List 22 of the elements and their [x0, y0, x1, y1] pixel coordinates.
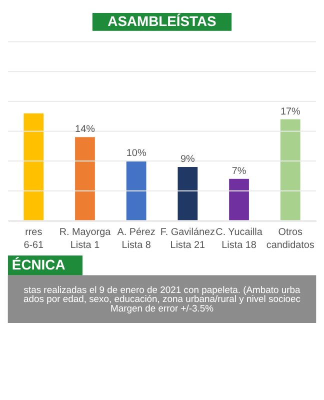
x-tick-label: R. Mayorga Lista 1: [59, 227, 112, 251]
chart-title: ASAMBLEÍSTAS: [108, 12, 216, 29]
data-label: 7%: [232, 166, 246, 177]
x-tick-label: C. Yucailla Lista 18: [216, 227, 263, 251]
x-tick-label: Otros candidatos: [266, 227, 314, 251]
data-label: 17%: [280, 106, 300, 118]
x-tick-label: rres 6-61: [24, 227, 44, 251]
text: Margen de error +/-3.5%: [110, 303, 214, 314]
text: ÉCNICA: [12, 256, 66, 272]
bar: [229, 178, 249, 221]
x-tick-label: F. Gavilánez Lista 21: [160, 227, 216, 251]
data-label: 9%: [180, 154, 196, 166]
data-label: 14%: [75, 124, 96, 136]
text: stas realizadas el 9 de enero de 2021 con papeleta. (Ambato urba: [24, 284, 301, 296]
text: ados por edad, sexo, educación, zona urbana/rural y nivel socioec: [23, 294, 301, 306]
bar: [24, 113, 44, 221]
bar: [178, 166, 198, 221]
bar: [280, 119, 300, 221]
data-label: 10%: [126, 148, 146, 160]
bar: [75, 137, 95, 221]
x-tick-label: A. Pérez Lista 8: [117, 227, 156, 251]
bar: [126, 161, 146, 221]
